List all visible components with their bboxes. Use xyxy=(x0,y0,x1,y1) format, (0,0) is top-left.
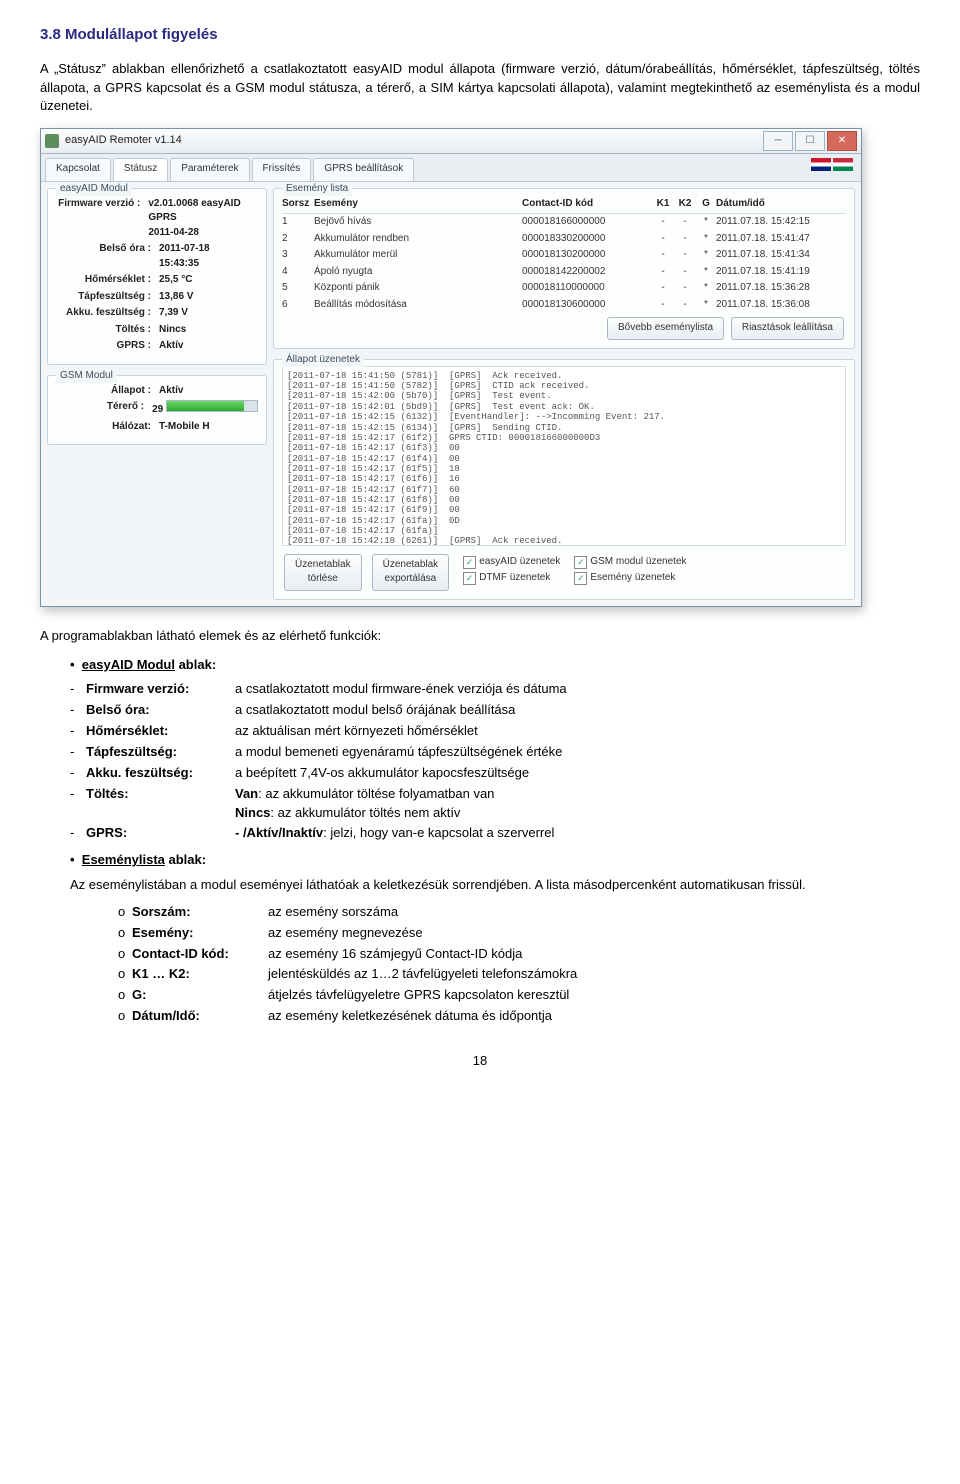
kv-key: Akku. feszültség : xyxy=(56,306,159,321)
screenshot-window: easyAID Remoter v1.14 ─ ☐ ✕ KapcsolatStá… xyxy=(40,128,862,607)
status-messages-panel: Állapot üzenetek [2011-07-18 15:41:50 (5… xyxy=(273,359,855,600)
kv-key: Töltés : xyxy=(56,323,159,338)
def2-paragraph: Az eseménylistában a modul eseményei lát… xyxy=(70,876,920,895)
col-dt: Dátum/idő xyxy=(716,197,846,212)
easyaid-panel: easyAID Modul Firmware verzió :v2.01.006… xyxy=(47,188,267,365)
gsm-panel: GSM Modul Állapot :Aktív Térerő : 29 Hál… xyxy=(47,375,267,446)
table-row[interactable]: 5Központi pánik000018110000000--*2011.07… xyxy=(282,280,846,297)
event-list-panel: Esemény lista Sorsz Esemény Contact-ID k… xyxy=(273,188,855,349)
after-screenshot-text: A programablakban látható elemek és az e… xyxy=(40,627,920,646)
kv-value: Nincs xyxy=(159,323,186,338)
col-k1: K1 xyxy=(652,197,674,212)
kv-key: Térerő : xyxy=(56,400,152,418)
window-title: easyAID Remoter v1.14 xyxy=(65,133,182,149)
table-row[interactable]: 4Ápoló nyugta000018142200002--*2011.07.1… xyxy=(282,264,846,281)
clear-log-button[interactable]: Üzenetablak törlése xyxy=(284,554,362,591)
definition-row: -Firmware verzió:a csatlakoztatott modul… xyxy=(70,680,920,699)
panel-title: GSM Modul xyxy=(56,369,117,384)
kv-value: 13,86 V xyxy=(159,290,193,305)
kv-value: Aktív xyxy=(159,384,183,399)
kv-value: 29 xyxy=(152,400,258,418)
page-number: 18 xyxy=(40,1052,920,1071)
tab-frissítés[interactable]: Frissítés xyxy=(252,158,312,181)
kv-key: GPRS : xyxy=(56,339,159,354)
more-events-button[interactable]: Bővebb eseménylista xyxy=(607,317,724,340)
kv-value: Aktív xyxy=(159,339,183,354)
definition-row: -Tápfeszültség:a modul bemeneti egyenára… xyxy=(70,743,920,762)
tab-státusz[interactable]: Státusz xyxy=(113,158,168,181)
kv-value: 2011-07-18 15:43:35 xyxy=(159,242,210,271)
easyaid-definitions: • easyAID Modul ablak: -Firmware verzió:… xyxy=(70,656,920,844)
kv-value: T-Mobile H xyxy=(159,420,210,435)
table-row[interactable]: 6Beállítás módosítása000018130600000--*2… xyxy=(282,297,846,314)
tab-bar: KapcsolatStátuszParaméterekFrissítésGPRS… xyxy=(41,154,861,182)
kv-key: Belső óra : xyxy=(56,242,159,271)
table-row[interactable]: 2Akkumulátor rendben000018330200000--*20… xyxy=(282,231,846,248)
event-table: Sorsz Esemény Contact-ID kód K1 K2 G Dát… xyxy=(282,195,846,314)
def-header: • easyAID Modul ablak: xyxy=(70,656,920,675)
maximize-button[interactable]: ☐ xyxy=(795,131,825,151)
sub-definition-row: oContact-ID kód:az esemény 16 számjegyű … xyxy=(118,945,920,964)
table-header: Sorsz Esemény Contact-ID kód K1 K2 G Dát… xyxy=(282,195,846,215)
app-icon xyxy=(45,134,59,148)
titlebar: easyAID Remoter v1.14 ─ ☐ ✕ xyxy=(41,129,861,154)
panel-title: easyAID Modul xyxy=(56,182,132,197)
definition-row: -Hőmérséklet:az aktuálisan mért környeze… xyxy=(70,722,920,741)
kv-value: 25,5 °C xyxy=(159,273,192,288)
def-header: • Eseménylista ablak: xyxy=(70,851,920,870)
flag-en-icon[interactable] xyxy=(811,158,831,171)
tab-paraméterek[interactable]: Paraméterek xyxy=(170,158,249,181)
stop-alarms-button[interactable]: Riasztások leállítása xyxy=(731,317,844,340)
kv-key: Állapot : xyxy=(56,384,159,399)
definition-row: -GPRS:- /Aktív/Inaktív: jelzi, hogy van-… xyxy=(70,824,920,843)
checkbox[interactable]: ✓DTMF üzenetek xyxy=(463,571,560,586)
col-g: G xyxy=(696,197,716,212)
definition-row: -Akku. feszültség:a beépített 7,4V-os ak… xyxy=(70,764,920,783)
intro-paragraph: A „Státusz” ablakban ellenőrizhető a csa… xyxy=(40,60,920,117)
section-heading: 3.8 Modulállapot figyelés xyxy=(40,24,920,46)
table-row[interactable]: 3Akkumulátor merül000018130200000--*2011… xyxy=(282,247,846,264)
checkbox[interactable]: ✓GSM modul üzenetek xyxy=(574,555,686,570)
checkbox[interactable]: ✓Esemény üzenetek xyxy=(574,571,686,586)
tab-gprs beállítások[interactable]: GPRS beállítások xyxy=(313,158,414,181)
kv-key: Hálózat: xyxy=(56,420,159,435)
definition-row: -Belső óra:a csatlakoztatott modul belső… xyxy=(70,701,920,720)
col-sorsz: Sorsz xyxy=(282,197,314,212)
eventlist-definitions: • Eseménylista ablak: Az eseménylistában… xyxy=(70,851,920,1026)
close-button[interactable]: ✕ xyxy=(827,131,857,151)
kv-key: Firmware verzió : xyxy=(56,197,148,241)
panel-title: Állapot üzenetek xyxy=(282,353,364,368)
panel-title: Esemény lista xyxy=(282,182,352,197)
sub-definition-row: oG:átjelzés távfelügyeletre GPRS kapcsol… xyxy=(118,986,920,1005)
signal-bar xyxy=(166,400,258,412)
sub-definition-row: oSorszám:az esemény sorszáma xyxy=(118,903,920,922)
sub-definition-row: oDátum/Idő:az esemény keletkezésének dát… xyxy=(118,1007,920,1026)
sub-definition-row: oEsemény:az esemény megnevezése xyxy=(118,924,920,943)
checkbox[interactable]: ✓easyAID üzenetek xyxy=(463,555,560,570)
minimize-button[interactable]: ─ xyxy=(763,131,793,151)
col-esemeny: Esemény xyxy=(314,197,522,212)
kv-key: Tápfeszültség : xyxy=(56,290,159,305)
log-area: [2011-07-18 15:41:50 (5781)] [GPRS] Ack … xyxy=(282,366,846,546)
flag-hu-icon[interactable] xyxy=(833,158,853,171)
export-log-button[interactable]: Üzenetablak exportálása xyxy=(372,554,450,591)
definition-row: -Töltés:Van: az akkumulátor töltése foly… xyxy=(70,785,920,823)
tab-kapcsolat[interactable]: Kapcsolat xyxy=(45,158,111,181)
kv-value: 7,39 V xyxy=(159,306,188,321)
kv-key: Hőmérséklet : xyxy=(56,273,159,288)
table-row[interactable]: 1Bejövő hívás000018166000000--*2011.07.1… xyxy=(282,214,846,231)
col-k2: K2 xyxy=(674,197,696,212)
sub-definition-row: oK1 … K2:jelentésküldés az 1…2 távfelügy… xyxy=(118,965,920,984)
col-cid: Contact-ID kód xyxy=(522,197,652,212)
kv-value: v2.01.0068 easyAID GPRS 2011-04-28 xyxy=(148,197,258,241)
